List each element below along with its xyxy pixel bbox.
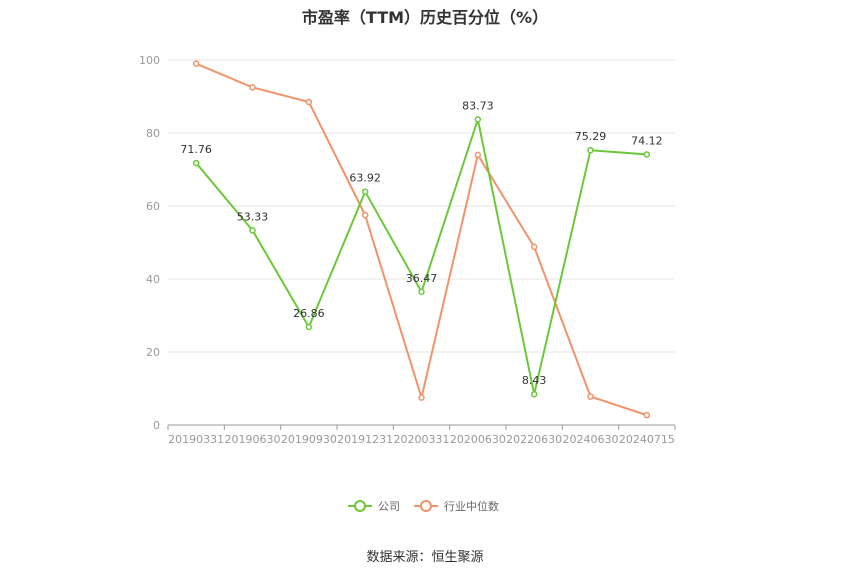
data-label: 71.76: [180, 143, 212, 156]
x-tick-label: 20190331: [168, 433, 224, 446]
data-point: [474, 151, 482, 159]
data-point: [192, 159, 200, 167]
data-point: [587, 146, 594, 154]
data-label: 83.73: [462, 99, 494, 112]
x-tick-label: 20191231: [337, 433, 393, 446]
legend-swatch-marker: [420, 500, 432, 512]
y-tick-label: 80: [146, 127, 160, 140]
data-point: [305, 323, 313, 331]
data-label: 63.92: [349, 172, 381, 185]
data-label: 36.47: [406, 272, 438, 285]
legend-swatch-marker: [354, 500, 366, 512]
x-tick-label: 20190930: [281, 433, 337, 446]
x-tick-label: 20200331: [394, 433, 450, 446]
x-tick-label: 20220630: [506, 433, 562, 446]
data-point: [474, 116, 482, 123]
data-point: [587, 393, 594, 400]
data-point: [249, 227, 256, 234]
legend-label: 行业中位数: [444, 499, 499, 513]
chart-title: 市盈率（TTM）历史百分位（%）: [301, 8, 549, 27]
data-point: [643, 151, 651, 158]
data-point: [305, 98, 313, 106]
data-point: [643, 411, 651, 419]
y-tick-label: 0: [153, 419, 160, 432]
legend-label: 公司: [378, 500, 400, 513]
data-label: 74.12: [631, 134, 663, 147]
data-source: 数据来源：恒生聚源: [366, 550, 484, 565]
x-tick-label: 20190630: [225, 433, 281, 446]
series-line-company: [195, 118, 647, 396]
x-tick-label: 20200630: [450, 433, 506, 446]
data-point: [418, 394, 425, 401]
data-point: [530, 390, 538, 398]
data-label: 75.29: [575, 130, 607, 143]
data-point: [249, 84, 256, 91]
x-tick-label: 20240630: [563, 433, 619, 446]
data-point: [361, 188, 369, 195]
data-label: 26.86: [293, 307, 325, 320]
y-tick-label: 100: [139, 54, 160, 67]
data-label: 8.43: [522, 374, 547, 387]
y-tick-label: 60: [146, 200, 160, 213]
data-point: [361, 211, 369, 219]
x-tick-label: 20240715: [619, 433, 675, 446]
data-point: [530, 243, 538, 251]
data-point: [418, 288, 425, 296]
y-tick-label: 20: [146, 346, 160, 359]
y-tick-label: 40: [146, 273, 160, 286]
data-point: [192, 60, 200, 67]
series-line-industry: [195, 62, 648, 417]
data-label: 53.33: [237, 210, 269, 223]
